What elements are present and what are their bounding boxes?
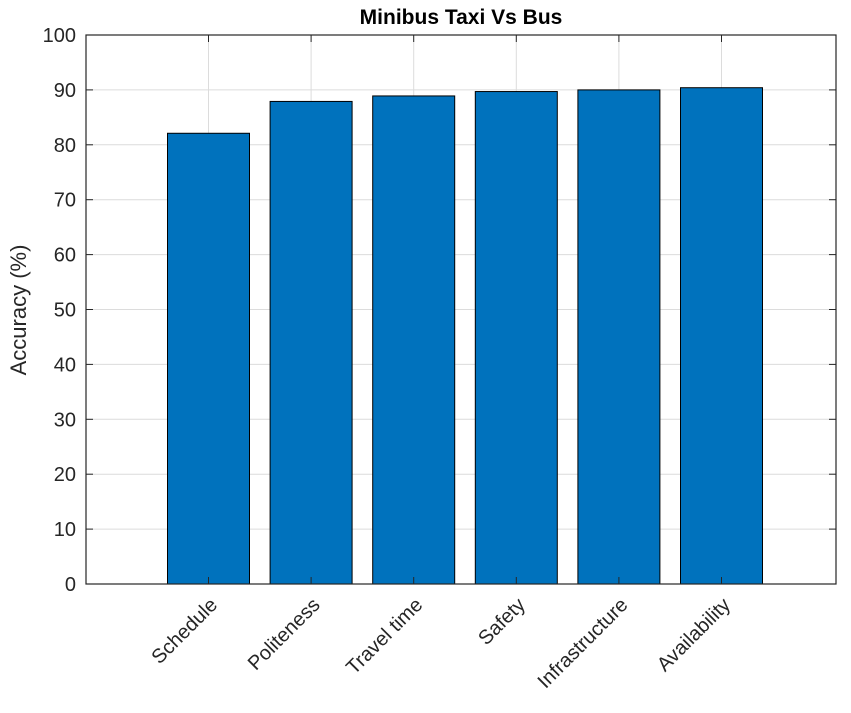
x-tick-label: Travel time: [342, 594, 427, 679]
y-tick-label: 30: [54, 409, 76, 431]
y-tick-label: 80: [54, 135, 76, 157]
y-tick-label: 70: [54, 190, 76, 212]
x-tick-label: Politeness: [244, 594, 325, 675]
y-tick-label: 40: [54, 354, 76, 376]
x-tick-label: Schedule: [148, 594, 223, 669]
bar-schedule: [167, 132, 250, 585]
y-tick-label: 50: [54, 300, 76, 322]
bar-infrastructure: [577, 89, 661, 585]
y-tick-label: 20: [54, 464, 76, 486]
y-tick-label: 10: [54, 519, 76, 541]
y-axis-label: Accuracy (%): [6, 245, 31, 376]
x-tick-label: Safety: [474, 594, 530, 650]
bar-travel-time: [372, 95, 456, 585]
y-tick-label: 60: [54, 245, 76, 267]
bar-availability: [680, 87, 763, 585]
bars: [167, 87, 763, 585]
bar-politeness: [269, 100, 353, 585]
x-tick-label: Availability: [653, 594, 735, 676]
y-tick-label: 0: [65, 574, 76, 596]
y-tick-label: 90: [54, 80, 76, 102]
y-tick-label: 100: [43, 25, 76, 47]
x-tick-label: Infrastructure: [534, 594, 633, 693]
bar-safety: [474, 91, 558, 585]
chart-title: Minibus Taxi Vs Bus: [360, 6, 563, 29]
